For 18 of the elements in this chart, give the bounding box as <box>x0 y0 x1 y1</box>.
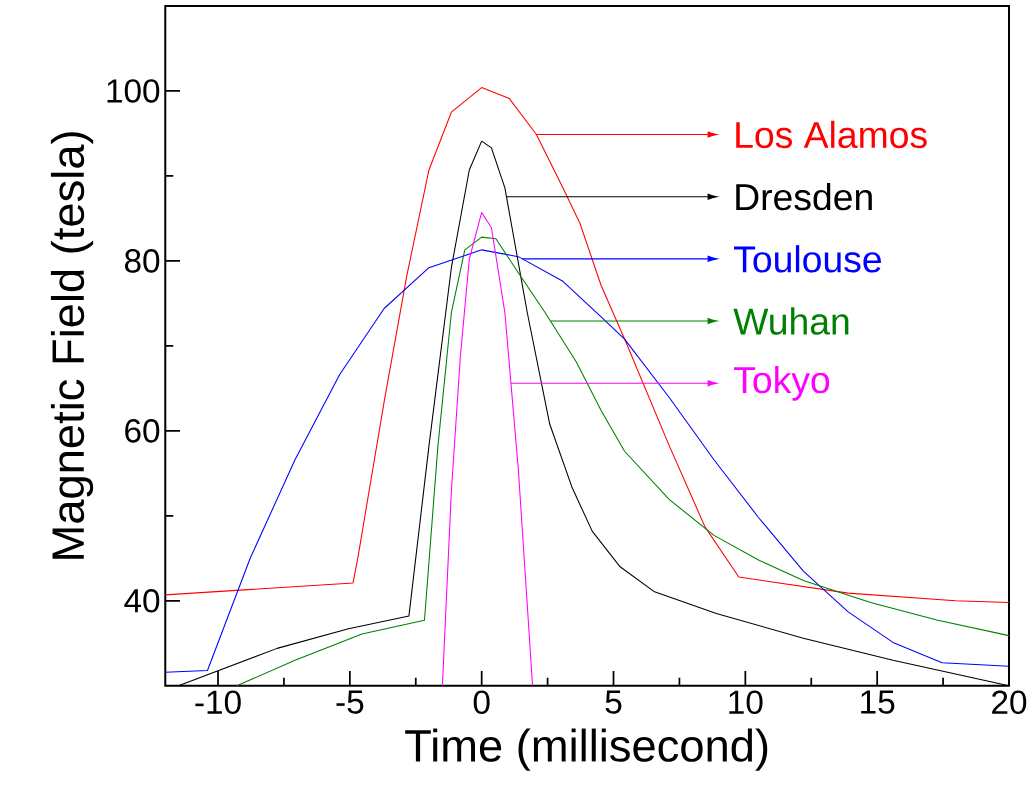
legend-label: Tokyo <box>734 366 830 401</box>
legend-label: Toulouse <box>734 245 881 273</box>
y-tick-label: 60 <box>125 419 160 443</box>
x-tick-label: 5 <box>605 690 622 714</box>
x-axis-title: Time (millisecond) <box>405 728 768 771</box>
y-axis-title: Magnetic Field (tesla) <box>50 132 94 559</box>
x-tick-label: 20 <box>992 690 1027 715</box>
x-tick-label: -5 <box>336 690 364 714</box>
x-tick-label: 10 <box>729 690 763 715</box>
y-tick-label: 40 <box>124 589 160 613</box>
legend-label: Los Alamos <box>736 120 927 149</box>
y-tick-label: 100 <box>107 79 160 103</box>
legend-label: Dresden <box>736 183 872 211</box>
x-tick-label: 0 <box>473 690 490 715</box>
y-tick-label: 80 <box>124 249 160 273</box>
x-tick-label: -10 <box>195 690 241 715</box>
x-tick-label: 15 <box>861 690 895 714</box>
legend-label: Wuhan <box>733 307 849 335</box>
